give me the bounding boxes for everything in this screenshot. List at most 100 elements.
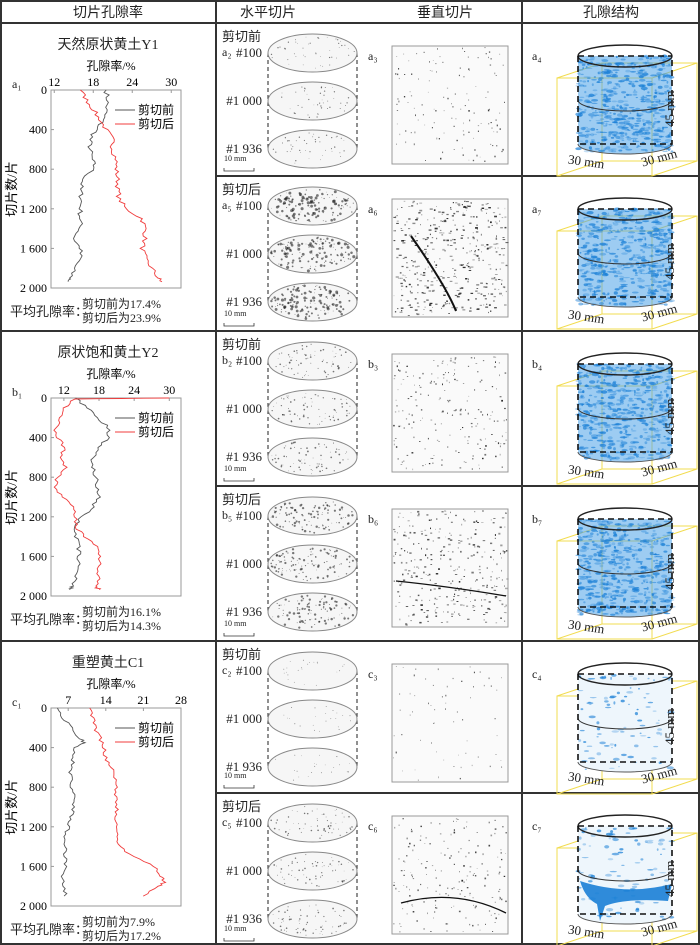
- pore-speck: [475, 363, 478, 364]
- pore-speck: [332, 566, 335, 568]
- pore-speck: [283, 447, 286, 449]
- pore-cluster: [654, 74, 661, 77]
- pore-speck: [325, 220, 327, 222]
- column-divider: [698, 0, 700, 945]
- pore-speck: [297, 313, 299, 315]
- pore-speck: [281, 922, 283, 923]
- pore-speck: [333, 607, 336, 609]
- pore-cluster: [644, 596, 651, 599]
- pore-cluster: [604, 425, 611, 428]
- pore-cluster: [657, 402, 665, 404]
- pore-cluster: [664, 612, 671, 615]
- pore-cluster: [654, 394, 662, 397]
- pore-speck: [474, 149, 476, 151]
- horizontal-slice-panel-label: c₂: [222, 663, 232, 677]
- pore-speck: [461, 147, 463, 149]
- pore-cluster: [653, 560, 656, 562]
- pore-speck: [301, 462, 303, 464]
- pore-speck: [450, 565, 452, 567]
- pore-cluster: [580, 708, 584, 711]
- pore-speck: [325, 601, 328, 604]
- pore-speck: [325, 134, 328, 136]
- pore-speck: [494, 307, 497, 309]
- pore-speck: [340, 354, 343, 356]
- pore-cluster: [578, 134, 586, 137]
- pore-cluster: [584, 768, 587, 770]
- pore-speck: [305, 575, 308, 578]
- pore-speck: [332, 214, 334, 216]
- pore-speck: [302, 600, 304, 601]
- pore-cluster: [636, 370, 640, 372]
- pore-speck: [438, 776, 439, 779]
- pore-speck: [445, 702, 447, 704]
- pore-cluster: [585, 384, 588, 387]
- pore-cluster: [646, 403, 653, 407]
- pore-speck: [336, 197, 338, 198]
- pore-cluster: [666, 599, 675, 601]
- pore-speck: [471, 250, 472, 252]
- pore-cluster: [581, 554, 587, 557]
- plot-frame: [50, 707, 182, 907]
- pore-cluster: [630, 281, 636, 284]
- pore-speck: [430, 419, 433, 421]
- pore-cluster: [638, 445, 644, 449]
- pore-speck: [289, 108, 291, 110]
- pore-speck: [422, 274, 426, 276]
- pore-speck: [300, 599, 303, 602]
- pore-speck: [287, 408, 290, 410]
- pore-speck: [348, 555, 351, 558]
- pore-cluster: [661, 448, 664, 450]
- pore-cluster: [620, 146, 624, 149]
- pore-speck: [469, 250, 471, 253]
- pore-speck: [283, 613, 285, 614]
- pore-cluster: [650, 65, 657, 69]
- pore-cluster: [604, 225, 612, 229]
- pore-speck: [400, 383, 402, 385]
- pore-speck: [308, 213, 310, 215]
- pore-speck: [430, 380, 432, 382]
- pore-cluster: [663, 244, 666, 249]
- y-axis-label: 切片数/片: [4, 779, 19, 835]
- pore-cluster: [593, 290, 596, 294]
- pore-speck: [399, 709, 401, 711]
- pore-cluster: [631, 589, 635, 592]
- pore-cluster: [657, 719, 660, 722]
- pore-cluster: [659, 228, 667, 231]
- pore-cluster: [586, 375, 590, 379]
- pore-speck: [291, 148, 293, 150]
- pore-speck: [492, 283, 494, 285]
- pore-cluster: [634, 393, 636, 396]
- pore-cluster: [661, 381, 665, 383]
- pore-speck: [424, 843, 426, 844]
- pore-speck: [474, 606, 476, 607]
- pore-speck: [409, 290, 411, 293]
- pore-cluster: [665, 394, 669, 398]
- pore-speck: [322, 359, 324, 361]
- pore-speck: [317, 909, 319, 911]
- pore-cluster: [622, 549, 630, 551]
- pore-cluster: [631, 553, 635, 558]
- x-tick-label: 24: [126, 75, 138, 89]
- pore-cluster: [636, 133, 639, 137]
- pore-speck: [324, 417, 326, 419]
- pore-speck: [299, 460, 301, 462]
- pore-cluster: [640, 100, 646, 103]
- pore-speck: [453, 598, 455, 601]
- pore-speck: [441, 459, 443, 461]
- pore-speck: [495, 754, 497, 755]
- pore-speck: [322, 577, 325, 580]
- pore-speck: [420, 420, 422, 421]
- pore-speck: [323, 444, 325, 446]
- pore-cluster: [610, 371, 613, 373]
- pore-speck: [466, 201, 469, 203]
- pore-speck: [314, 915, 316, 917]
- pore-speck: [397, 208, 398, 210]
- pore-speck: [292, 462, 294, 464]
- pore-cluster: [621, 556, 625, 558]
- pore-cluster: [647, 231, 653, 235]
- pore-speck: [308, 116, 311, 119]
- pore-speck: [285, 456, 288, 458]
- pore-speck: [453, 125, 455, 127]
- pore-cluster: [662, 68, 666, 70]
- pore-speck: [281, 92, 283, 94]
